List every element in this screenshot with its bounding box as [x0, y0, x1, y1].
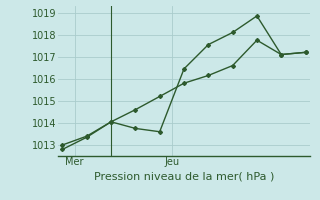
X-axis label: Pression niveau de la mer( hPa ): Pression niveau de la mer( hPa ) — [94, 172, 274, 182]
